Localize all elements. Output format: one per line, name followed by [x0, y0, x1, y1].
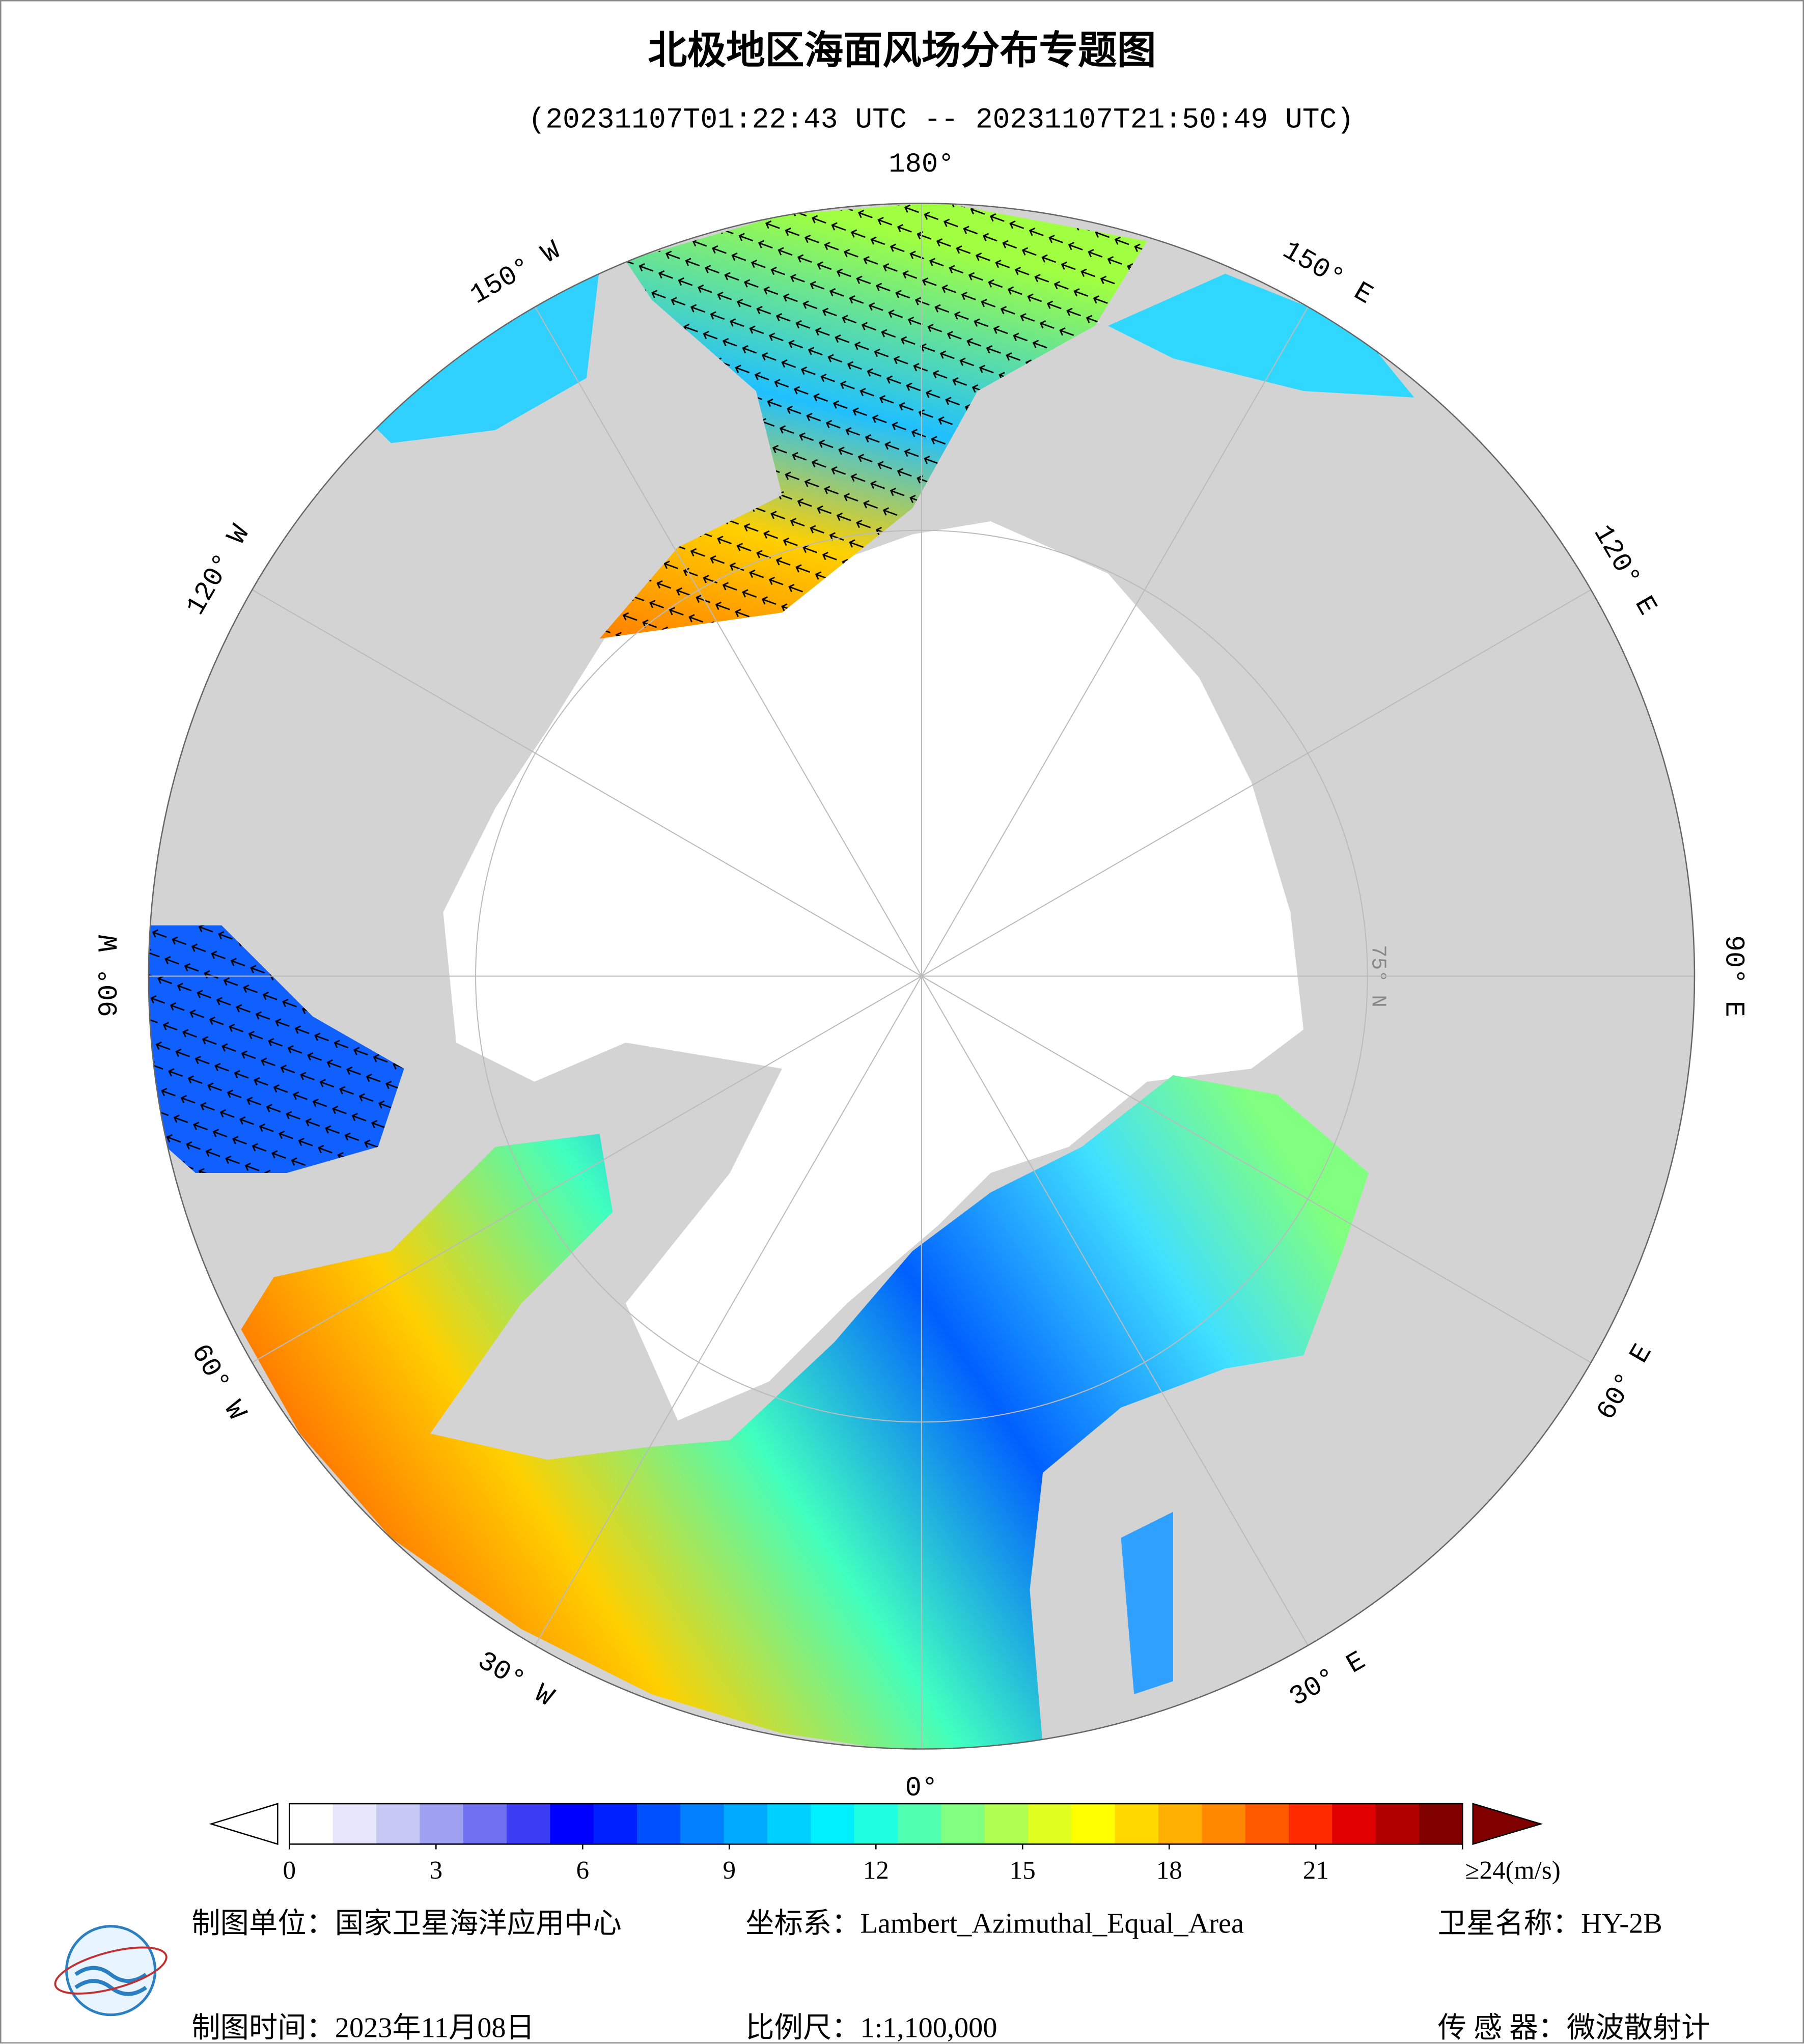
colorbar-segment — [420, 1804, 464, 1844]
colorbar-tick-label: ≥24(m/s) — [1465, 1856, 1560, 1885]
footer-crs: 坐标系：Lambert_Azimuthal_Equal_Area — [745, 1908, 1244, 1940]
colorbar-min-arrow — [209, 1803, 279, 1845]
colorbar-segment — [680, 1804, 725, 1844]
colorbar-tick-label: 12 — [863, 1856, 889, 1885]
meridian — [921, 306, 1309, 976]
graticule: 75° N — [148, 203, 1695, 1749]
meridian-label: 30° W — [472, 1646, 559, 1714]
colorbar-tick-label: 3 — [430, 1856, 443, 1885]
colorbar-tick-label: 15 — [1010, 1856, 1036, 1885]
sea-ice — [443, 521, 1303, 1421]
colorbar-segment — [854, 1804, 899, 1844]
colorbar-segment — [767, 1804, 812, 1844]
meridian — [534, 306, 922, 976]
footer-date: 制图时间：2023年11月08日 — [191, 2012, 534, 2043]
meridian-label: 30° E — [1285, 1646, 1371, 1714]
colorbar-segment — [376, 1804, 421, 1844]
colorbar-segment — [506, 1804, 551, 1844]
colorbar-segment — [636, 1804, 681, 1844]
colorbar-segment — [463, 1804, 508, 1844]
colorbar-segment — [941, 1804, 985, 1844]
meridian-label: 60° E — [1591, 1339, 1659, 1425]
colorbar-tick-label: 9 — [723, 1856, 736, 1885]
colorbar-segment — [1375, 1804, 1420, 1844]
footer-satellite: 卫星名称：HY-2B — [1438, 1908, 1662, 1940]
colorbar-tick-label: 0 — [283, 1856, 296, 1885]
meridian — [921, 589, 1592, 977]
colorbar-tick-label: 6 — [576, 1856, 590, 1885]
title: 北极地区海面风场分布专题图 — [648, 29, 1156, 72]
meridian-label: 180° — [889, 149, 954, 180]
map: 75° N — [148, 203, 1695, 1749]
meridian-label: 90° W — [94, 935, 125, 1017]
meridian-label: 90° E — [1718, 935, 1749, 1017]
footer-scale: 比例尺：1:1,100,000 — [745, 2012, 997, 2043]
meridian-label: 0° — [905, 1773, 938, 1804]
colorbar-segment — [1419, 1804, 1463, 1844]
colorbar-segment — [1202, 1804, 1246, 1844]
colorbar: 0 3 6 9 12 15 18 21 ≥24(m/s) — [209, 1803, 1561, 1885]
colorbar-segment — [1245, 1804, 1290, 1844]
meridian-label: 60° W — [184, 1339, 252, 1426]
colorbar-max-arrow — [1472, 1803, 1543, 1845]
colorbar-segment — [724, 1804, 768, 1844]
colorbar-segment — [289, 1804, 334, 1844]
colorbar-segment — [1288, 1804, 1333, 1844]
colorbar-segment — [550, 1804, 594, 1844]
colorbar-segment — [593, 1804, 638, 1844]
colorbar-segment — [1158, 1804, 1203, 1844]
colorbar-segment — [1071, 1804, 1116, 1844]
colorbar-segment — [811, 1804, 855, 1844]
meridian — [252, 975, 922, 1363]
map-rim — [148, 203, 1696, 1750]
wind-arrows — [148, 203, 1369, 1749]
colorbar-tick-label: 21 — [1303, 1856, 1329, 1885]
meridian — [252, 589, 922, 977]
footer-unit: 制图单位：国家卫星海洋应用中心 — [191, 1908, 621, 1940]
colorbar-segment — [332, 1804, 377, 1844]
footer-sensor: 传 感 器：微波散射计 — [1438, 2012, 1710, 2043]
meridian — [921, 975, 1592, 1363]
colorbar-segment — [897, 1804, 942, 1844]
meridian — [534, 975, 922, 1646]
meridian — [921, 975, 1309, 1646]
colorbar-segment — [984, 1804, 1029, 1844]
logo — [54, 1925, 168, 2017]
colorbar-segment — [1028, 1804, 1072, 1844]
subtitle: (20231107T01:22:43 UTC -- 20231107T21:50… — [528, 103, 1354, 136]
colorbar-segment — [1332, 1804, 1376, 1844]
colorbar-segment — [1115, 1804, 1159, 1844]
colorbar-tick-label: 18 — [1156, 1856, 1182, 1885]
